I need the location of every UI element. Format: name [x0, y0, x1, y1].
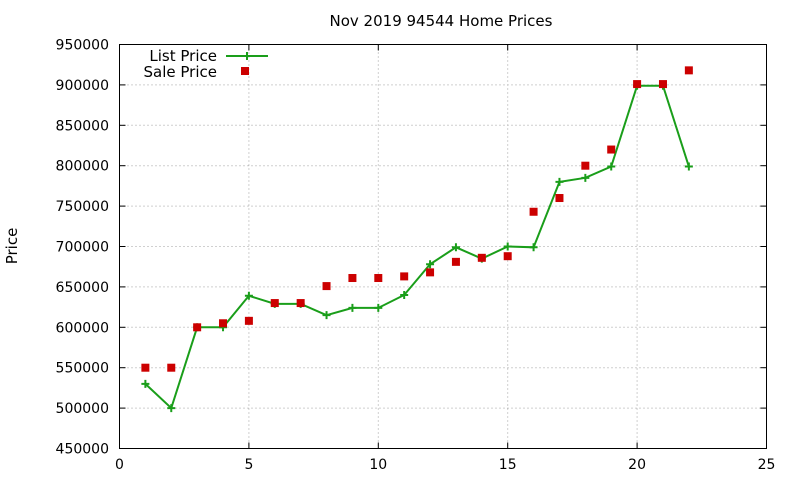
y-tick-label: 500000 — [56, 401, 109, 417]
legend-marker-list-price — [243, 52, 251, 60]
sale-price-point — [270, 299, 279, 308]
list-price-line — [144, 84, 690, 410]
sale-price-point — [503, 252, 512, 261]
sale-price-point — [658, 80, 667, 89]
list-price-point — [348, 303, 357, 312]
sale-price-point — [684, 66, 693, 75]
sale-price-point — [426, 268, 435, 277]
grid-lines — [119, 44, 767, 449]
x-tick-label: 5 — [244, 457, 253, 473]
sale-price-point — [244, 316, 253, 325]
sale-price-point — [296, 299, 305, 308]
y-tick-label: 750000 — [56, 199, 109, 215]
sale-price-point — [193, 323, 202, 332]
sale-price-point — [451, 257, 460, 266]
legend-label-list-price: List Price — [149, 47, 217, 65]
y-tick-label: 650000 — [56, 280, 109, 296]
y-tick-label: 450000 — [56, 442, 109, 458]
x-tick-label: 20 — [628, 457, 646, 473]
y-tick-label: 850000 — [56, 118, 109, 134]
legend-swatch-sale-price — [241, 67, 249, 75]
list-price-point — [607, 162, 616, 171]
y-tick-label: 600000 — [56, 320, 109, 336]
sale-price-point — [529, 207, 538, 216]
list-price-point — [400, 290, 409, 299]
legend: List Price Sale Price — [144, 47, 268, 81]
axis-ticks: 0 5 10 15 20 25 450000 500000 550000 600000 650000… — [56, 38, 776, 474]
y-tick-label: 550000 — [56, 361, 109, 377]
sale-price-point — [400, 272, 409, 281]
sale-price-point — [141, 363, 150, 372]
y-tick-label: 950000 — [56, 38, 109, 54]
plot-frame — [119, 44, 767, 449]
list-price-point — [244, 291, 253, 300]
sale-price-point — [477, 253, 486, 262]
list-price-point — [167, 404, 176, 413]
x-tick-label: 25 — [758, 457, 776, 473]
x-tick-label: 15 — [499, 457, 517, 473]
sale-price-point — [322, 282, 331, 291]
y-axis-label: Price — [3, 228, 21, 265]
chart-title: Nov 2019 94544 Home Prices — [330, 12, 553, 30]
sale-price-point — [348, 274, 357, 283]
list-price-point — [374, 303, 383, 312]
sale-price-point — [607, 145, 616, 154]
sale-price-point — [581, 161, 590, 170]
sale-price-point — [374, 274, 383, 283]
sale-price-point — [633, 80, 642, 89]
list-price-point — [684, 162, 693, 171]
list-price-point — [322, 311, 331, 320]
sale-price-point — [167, 363, 176, 372]
list-price-point — [555, 177, 564, 186]
list-price-point — [426, 260, 435, 269]
list-price-point — [451, 243, 460, 252]
y-tick-label: 800000 — [56, 159, 109, 175]
list-price-point — [503, 242, 512, 251]
list-price-point — [141, 379, 150, 388]
y-tick-label: 900000 — [56, 78, 109, 94]
x-tick-label: 10 — [369, 457, 387, 473]
list-price-point — [581, 173, 590, 182]
x-tick-label: 0 — [115, 457, 124, 473]
series-layer — [141, 66, 693, 413]
y-tick-label: 700000 — [56, 240, 109, 256]
sale-price-point — [555, 194, 564, 203]
legend-label-sale-price: Sale Price — [144, 63, 217, 81]
list-price-point — [529, 243, 538, 252]
sale-price-point — [219, 319, 228, 328]
